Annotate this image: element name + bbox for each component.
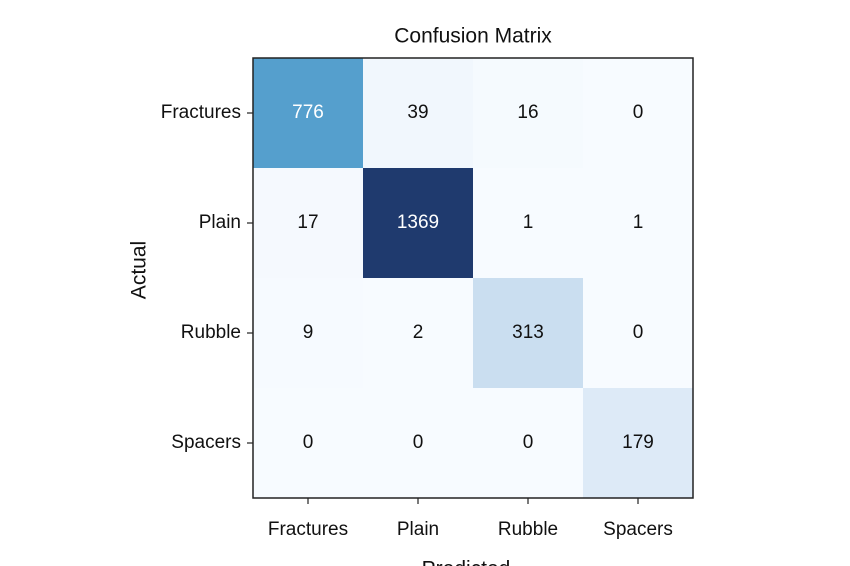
heatmap-cell [253,168,363,278]
cell-label: 179 [622,432,654,453]
x-tick-label: Spacers [603,519,673,540]
heatmap-cell [473,388,583,498]
cell-label: 17 [297,212,318,233]
cell-label: 39 [407,102,428,123]
y-axis-label: Actual [128,241,151,299]
cell-label: 0 [633,102,644,123]
heatmap-cell [363,278,473,388]
x-tick-label: Plain [397,519,439,540]
heatmap-cell [473,58,583,168]
heatmap-cell [363,388,473,498]
x-tick-label: Fractures [268,519,348,540]
cell-label: 1 [523,212,534,233]
cell-label: 313 [512,322,544,343]
heatmap-cell [363,168,473,278]
cell-label: 0 [523,432,534,453]
heatmap-cell [253,58,363,168]
heatmap-cell [583,278,693,388]
heatmap-cell [363,58,473,168]
heatmap-cell [253,278,363,388]
x-tick-label: Rubble [498,519,558,540]
y-tick-label: Spacers [171,432,241,453]
cell-label: 776 [292,102,324,123]
cell-label: 0 [633,322,644,343]
heatmap-cell [583,58,693,168]
cell-label: 1 [633,212,644,233]
cell-label: 2 [413,322,424,343]
y-tick-label: Rubble [181,322,241,343]
heatmap-cell [583,388,693,498]
cell-label: 9 [303,322,314,343]
heatmap-cell [583,168,693,278]
y-tick-label: Fractures [161,102,241,123]
cell-label: 0 [413,432,424,453]
cell-label: 0 [303,432,314,453]
x-axis-label: Predicted [422,558,511,566]
plot-frame [252,57,694,499]
cell-label: 1369 [397,212,439,233]
y-tick-label: Plain [199,212,241,233]
heatmap-cell [253,388,363,498]
chart-title: Confusion Matrix [394,25,552,48]
heatmap-cell [473,278,583,388]
heatmap-cell [473,168,583,278]
cell-label: 16 [517,102,538,123]
